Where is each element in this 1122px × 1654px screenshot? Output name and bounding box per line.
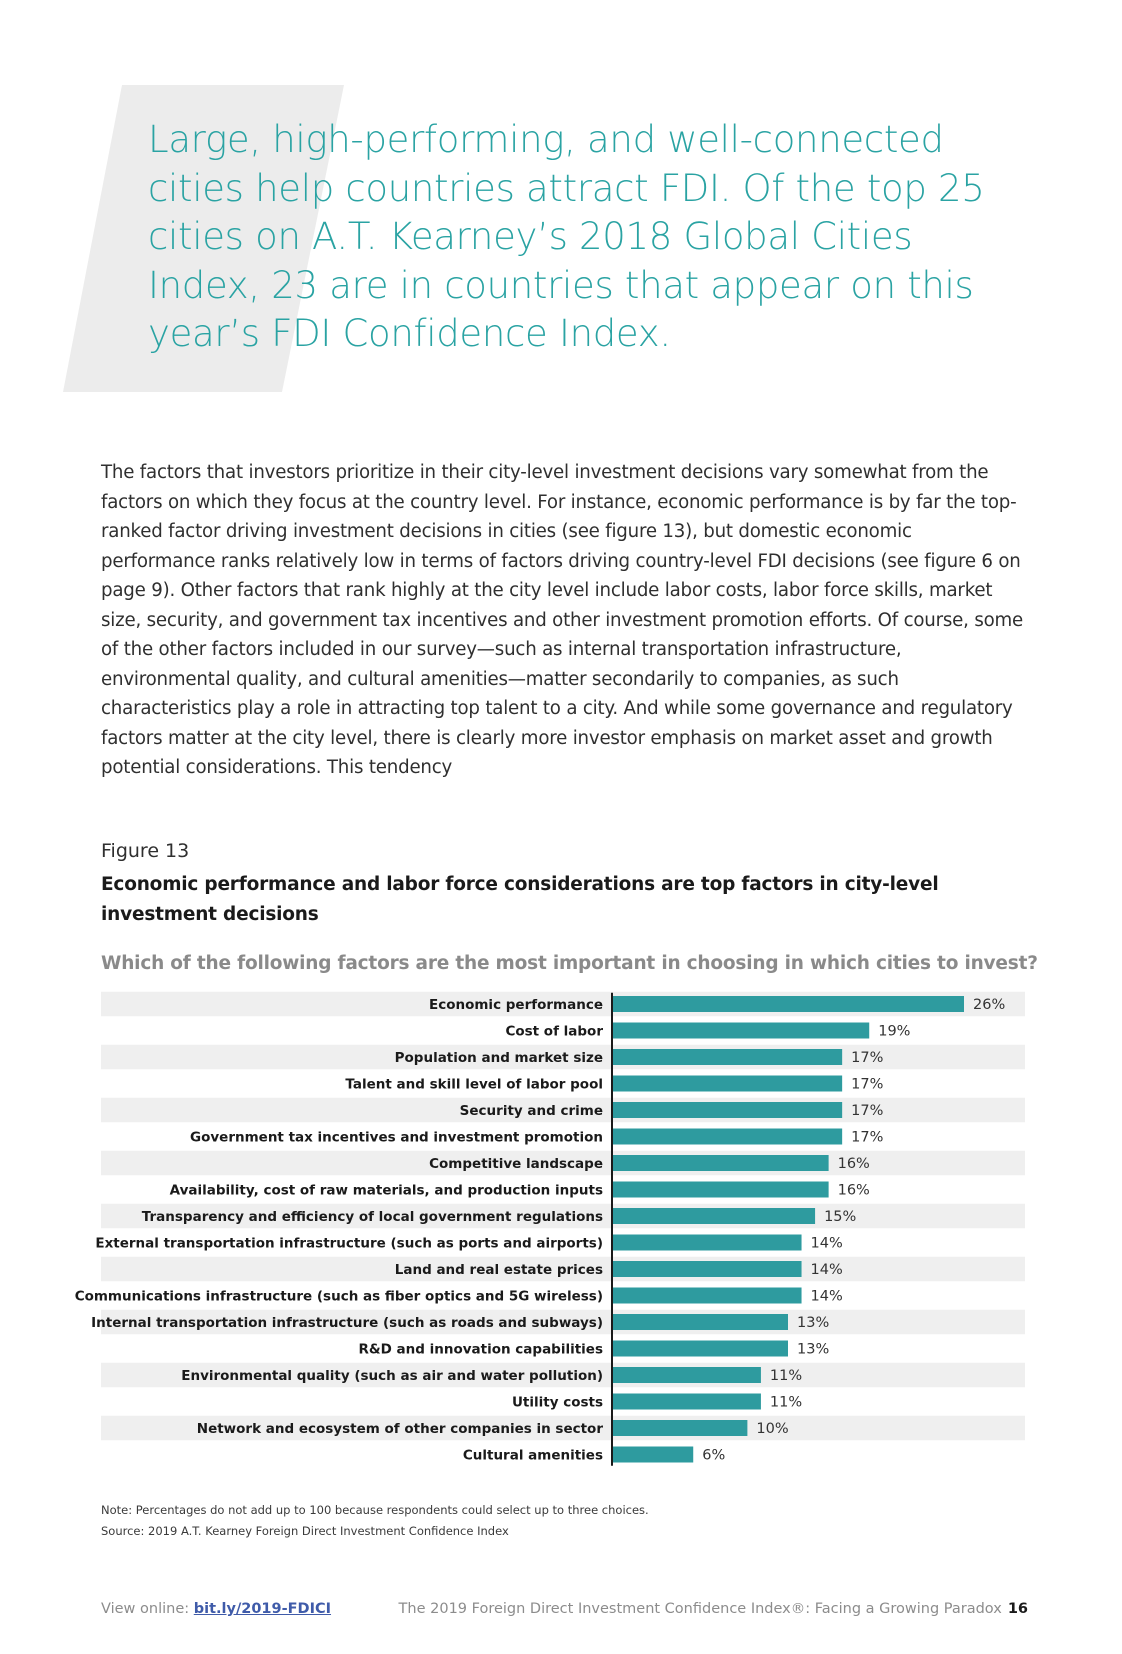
body-paragraph: The factors that investors prioritize in… xyxy=(101,462,1024,778)
chart-category-label: Transparency and efficiency of local gov… xyxy=(142,1209,603,1225)
chart-bar xyxy=(612,1128,843,1145)
chart-bar xyxy=(612,1340,788,1357)
chart-data-label: 13% xyxy=(797,1342,829,1358)
chart-bar xyxy=(612,1420,748,1436)
chart-data-label: 11% xyxy=(770,1368,802,1384)
chart-category-label: Communications infrastructure (such as f… xyxy=(75,1289,603,1305)
chart-row-band xyxy=(101,1415,1025,1441)
figure-label: Figure 13 xyxy=(101,840,190,862)
chart-data-label: 6% xyxy=(702,1448,725,1464)
chart-bar xyxy=(612,1261,802,1277)
page-number: 16 xyxy=(1007,1601,1028,1617)
chart-row-band xyxy=(101,1309,1025,1335)
chart-bar xyxy=(612,1181,829,1198)
chart-data-label: 11% xyxy=(770,1395,802,1411)
chart-bar xyxy=(612,1393,761,1410)
chart-question: Which of the following factors are the m… xyxy=(101,953,1038,974)
chart-data-label: 17% xyxy=(851,1077,883,1093)
chart-category-label: Cost of labor xyxy=(505,1024,603,1040)
chart-category-label: Security and crime xyxy=(460,1103,603,1119)
chart-category-label: Competitive landscape xyxy=(429,1156,603,1172)
chart-bar xyxy=(612,1155,829,1171)
chart-bar xyxy=(612,996,964,1012)
figure-title: Economic performance and labor force con… xyxy=(101,874,939,925)
footer-publication: The 2019 Foreign Direct Investment Confi… xyxy=(399,1601,1028,1617)
chart-category-label: Talent and skill level of labor pool xyxy=(345,1077,603,1093)
chart-category-label: Availability, cost of raw materials, and… xyxy=(170,1183,603,1199)
report-link[interactable]: bit.ly/2019-FDICI xyxy=(193,1601,332,1617)
chart-data-label: 16% xyxy=(838,1156,870,1172)
chart-category-label: Utility costs xyxy=(512,1395,603,1411)
chart-row-band xyxy=(101,1203,1025,1229)
chart-data-label: 14% xyxy=(811,1262,843,1278)
chart-category-label: Internal transportation infrastructure (… xyxy=(91,1315,603,1331)
chart-bar xyxy=(612,1314,788,1330)
chart-category-label: Environmental quality (such as air and w… xyxy=(181,1368,603,1384)
chart-data-label: 17% xyxy=(851,1103,883,1119)
chart-category-label: Economic performance xyxy=(429,997,603,1013)
chart-data-label: 14% xyxy=(811,1289,843,1305)
chart-bar xyxy=(612,1102,843,1118)
chart-bar xyxy=(612,1208,816,1224)
chart-data-label: 14% xyxy=(811,1236,843,1252)
chart-data-label: 17% xyxy=(851,1050,883,1066)
chart-category-label: Government tax incentives and investment… xyxy=(190,1130,603,1146)
chart-bar xyxy=(612,1022,870,1039)
pull-quote: Large, high-performing, and well-connect… xyxy=(148,118,985,355)
chart-category-label: Land and real estate prices xyxy=(395,1262,603,1278)
quote-decoration-shape xyxy=(63,85,344,392)
chart-category-label: R&D and innovation capabilities xyxy=(358,1342,603,1358)
chart-note: Note: Percentages do not add up to 100 b… xyxy=(101,1503,649,1517)
chart-row-band xyxy=(101,1256,1025,1282)
chart-bar xyxy=(612,1234,802,1251)
chart-row-band xyxy=(101,1097,1025,1123)
chart-row-band xyxy=(101,1150,1025,1176)
chart-bar xyxy=(612,1075,843,1092)
chart-data-label: 17% xyxy=(851,1130,883,1146)
chart-category-label: Cultural amenities xyxy=(463,1448,603,1464)
chart-data-label: 13% xyxy=(797,1315,829,1331)
chart-data-label: 26% xyxy=(973,997,1005,1013)
chart-category-label: Network and ecosystem of other companies… xyxy=(197,1421,604,1437)
view-online-label: View online: xyxy=(101,1601,194,1617)
publication-title: The 2019 Foreign Direct Investment Confi… xyxy=(398,1601,1002,1617)
chart-bar xyxy=(612,1287,802,1304)
chart-category-label: Population and market size xyxy=(395,1050,603,1066)
chart-bar xyxy=(612,1446,694,1463)
footer-view-online: View online: bit.ly/2019-FDICI xyxy=(101,1601,331,1617)
chart-data-label: 10% xyxy=(756,1421,788,1437)
chart-row-band xyxy=(101,1362,1025,1388)
chart-source: Source: 2019 A.T. Kearney Foreign Direct… xyxy=(101,1524,509,1538)
chart-bar xyxy=(612,1367,761,1383)
chart-row-band xyxy=(101,1044,1025,1070)
chart-category-label: External transportation infrastructure (… xyxy=(95,1236,603,1252)
chart-data-label: 15% xyxy=(824,1209,856,1225)
chart-bar xyxy=(612,1049,843,1065)
chart-data-label: 16% xyxy=(838,1183,870,1199)
chart-data-label: 19% xyxy=(878,1024,910,1040)
